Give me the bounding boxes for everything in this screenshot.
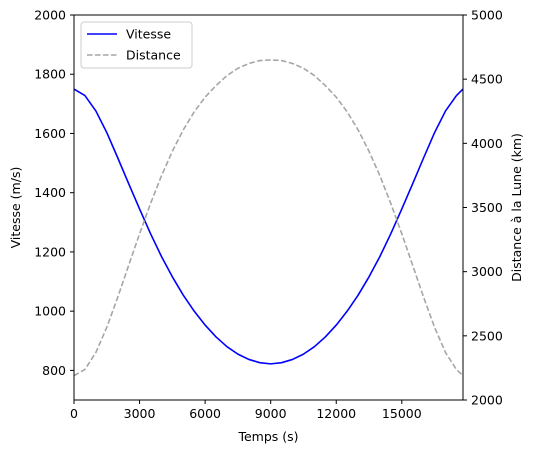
y-tick-label: 1800 xyxy=(34,67,66,82)
y-tick-label: 1000 xyxy=(34,304,66,319)
x-tick-label: 9000 xyxy=(255,406,287,421)
y2-tick-label: 5000 xyxy=(471,8,503,23)
y-axis-right-title: Distance à la Lune (km) xyxy=(509,133,524,282)
legend-label-distance: Distance xyxy=(126,48,181,63)
y-tick-label: 800 xyxy=(42,363,66,378)
legend-label-vitesse: Vitesse xyxy=(126,27,171,42)
legend: Vitesse Distance xyxy=(81,22,192,68)
x-tick-label: 15000 xyxy=(382,406,422,421)
y2-tick-label: 4500 xyxy=(471,72,503,87)
x-tick-label: 3000 xyxy=(124,406,156,421)
y-tick-label: 1400 xyxy=(34,185,66,200)
x-axis-title: Temps (s) xyxy=(237,429,298,444)
y-tick-label: 1200 xyxy=(34,244,66,259)
y-tick-label: 2000 xyxy=(34,8,66,23)
y2-tick-label: 3000 xyxy=(471,264,503,279)
x-tick-label: 0 xyxy=(70,406,78,421)
x-tick-label: 12000 xyxy=(316,406,356,421)
y2-tick-label: 3500 xyxy=(471,200,503,215)
y2-tick-label: 2500 xyxy=(471,328,503,343)
y2-tick-label: 4000 xyxy=(471,136,503,151)
y-tick-label: 1600 xyxy=(34,126,66,141)
y2-tick-label: 2000 xyxy=(471,393,503,408)
y-axis-left-title: Vitesse (m/s) xyxy=(8,167,23,249)
x-tick-label: 6000 xyxy=(189,406,221,421)
